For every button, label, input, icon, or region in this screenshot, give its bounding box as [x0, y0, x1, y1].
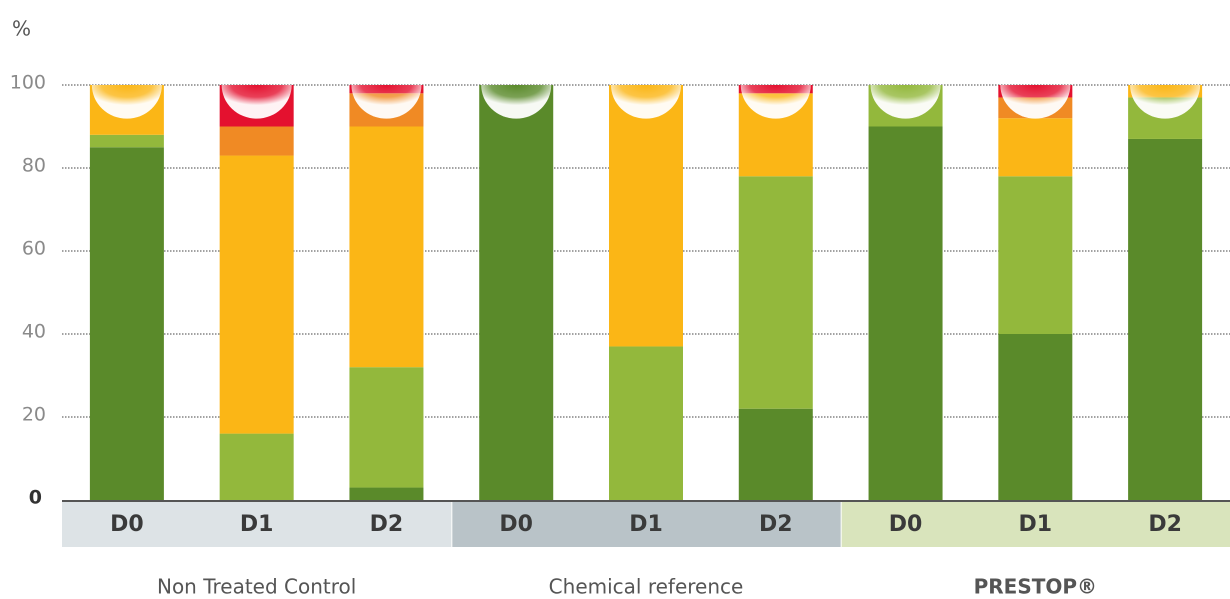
- bar-segment: [609, 346, 683, 500]
- bar-segment: [1128, 138, 1203, 500]
- group-label: Chemical reference: [549, 575, 744, 599]
- bar-segment: [479, 85, 554, 500]
- x-tick-label: D0: [499, 512, 533, 537]
- bar-highlight: [351, 85, 422, 119]
- group-label: PRESTOP®: [974, 575, 1097, 599]
- bar-segment: [609, 85, 683, 347]
- group-band: [841, 502, 1230, 547]
- y-tick-label: 40: [22, 321, 46, 343]
- x-tick-label: D1: [1019, 512, 1053, 537]
- bar-segment: [998, 334, 1073, 500]
- bar-segment: [868, 126, 943, 500]
- x-tick-label: D2: [759, 512, 793, 537]
- bar-segment: [89, 134, 164, 148]
- bar-segment: [349, 126, 424, 368]
- x-tick-label: D2: [1148, 512, 1182, 537]
- bar-highlight: [1000, 85, 1071, 119]
- x-tick-label: D0: [889, 512, 923, 537]
- group-label: Non Treated Control: [157, 575, 356, 599]
- bar-segment: [738, 176, 813, 409]
- x-tick-label: D2: [370, 512, 404, 537]
- x-tick-label: D1: [629, 512, 663, 537]
- bar-segment: [738, 408, 813, 500]
- bar-highlight: [1130, 85, 1201, 119]
- y-axis-label: %: [12, 17, 31, 41]
- bar-highlight: [870, 85, 941, 119]
- bar-highlight: [91, 85, 162, 119]
- bar-segment: [998, 176, 1073, 334]
- bar-segment: [219, 126, 294, 156]
- y-tick-label: 80: [22, 155, 46, 177]
- group-band: [62, 502, 452, 547]
- bar-highlight: [740, 85, 811, 119]
- x-tick-label: D0: [110, 512, 144, 537]
- x-tick-label: D1: [240, 512, 274, 537]
- bar-segment: [349, 487, 424, 500]
- bar-highlight: [221, 85, 292, 119]
- y-tick-label: 100: [10, 72, 46, 94]
- group-band: [452, 502, 841, 547]
- y-tick-label: 20: [22, 404, 46, 426]
- bar-highlight: [481, 85, 552, 119]
- bar-segment: [219, 433, 294, 500]
- bar-highlight: [611, 85, 681, 119]
- bar-segment: [219, 155, 294, 434]
- y-tick-label: 0: [29, 487, 42, 509]
- bar-segment: [349, 367, 424, 488]
- bar-segment: [998, 118, 1073, 177]
- bar-segment: [89, 147, 164, 500]
- y-tick-label: 60: [22, 238, 46, 260]
